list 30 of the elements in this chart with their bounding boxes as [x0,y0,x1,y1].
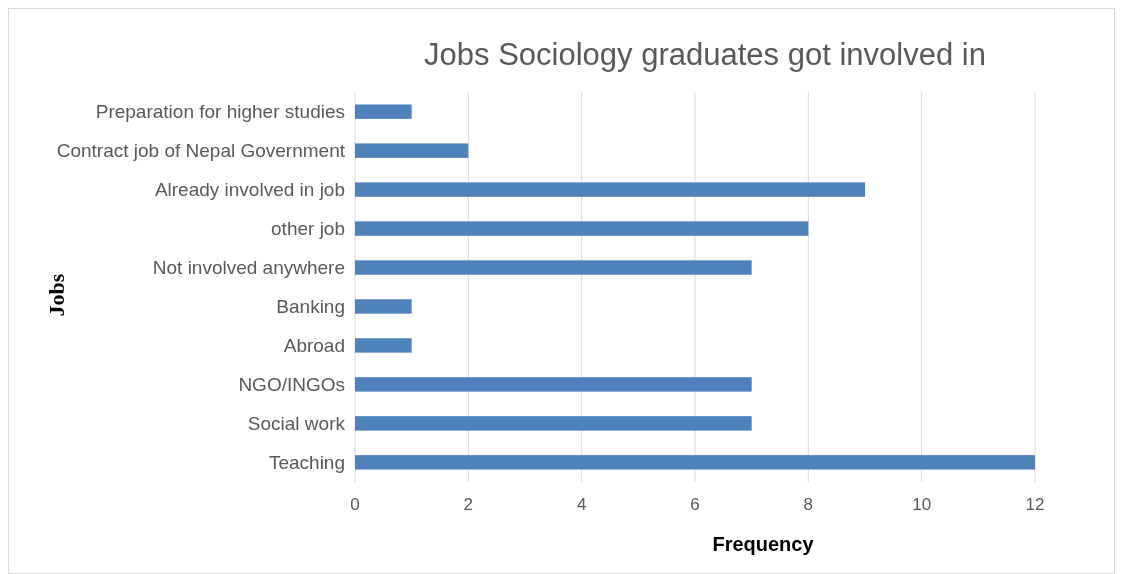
y-tick-label: Teaching [268,451,345,473]
x-tick-label: 10 [912,495,932,514]
bar [355,221,809,236]
bar [355,143,469,158]
x-tick-label: 0 [350,495,360,514]
bar [355,377,752,392]
y-tick-label: other job [271,218,345,240]
x-tick-label: 6 [690,495,700,514]
bar [355,182,865,197]
y-tick-label: Preparation for higher studies [95,101,345,123]
bar [355,299,412,314]
x-tick-label: 8 [803,495,814,514]
bar [355,416,752,431]
x-tick-label: 2 [463,495,474,514]
y-tick-label: Contract job of Nepal Government [56,140,346,162]
x-tick-label: 12 [1025,495,1045,514]
bar [355,104,412,119]
x-axis-title: Frequency [712,533,815,555]
bar [355,455,1035,470]
bar [355,338,412,353]
y-tick-label: Abroad [283,335,345,357]
y-tick-label: Already involved in job [154,179,345,201]
y-tick-label: Not involved anywhere [152,257,345,279]
y-axis-title: Jobs [44,273,69,317]
y-tick-label: Social work [247,413,346,435]
y-tick-label: NGO/INGOs [238,374,345,396]
chart-title: Jobs Sociology graduates got involved in [424,37,986,72]
bar [355,260,752,275]
x-tick-label: 4 [576,495,587,514]
y-tick-label: Banking [276,296,345,318]
